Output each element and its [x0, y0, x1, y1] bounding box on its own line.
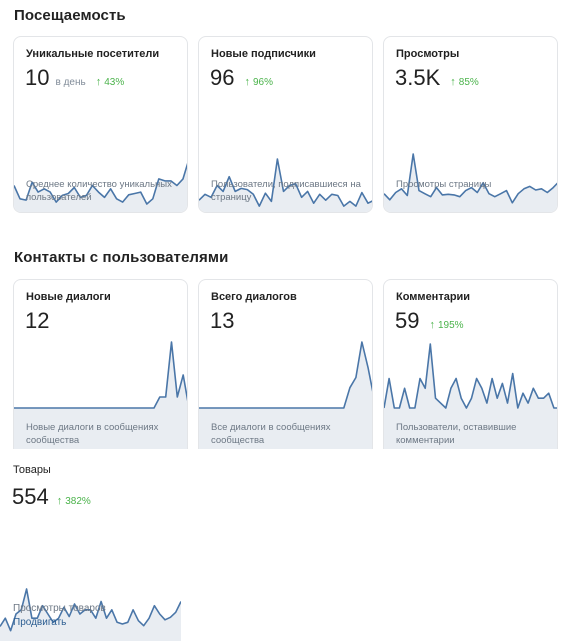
promote-link[interactable]: Продвигать: [13, 617, 67, 628]
card-value: 3.5K: [395, 65, 441, 90]
sparkline-area: [0, 589, 181, 641]
card-description: Пользователи, подписавшиеся на страницу: [211, 179, 361, 203]
value-row: 10 в день ↑ 43%: [25, 65, 124, 91]
delta-value: 85%: [458, 76, 479, 88]
sparkline-chart: [14, 341, 187, 449]
card-description: Все диалоги в сообщениях сообщества: [211, 422, 331, 446]
card-views[interactable]: Просмотры 3.5K ↑ 85% Просмотры страницы: [383, 36, 558, 213]
value-row: 3.5K ↑ 85%: [395, 65, 479, 91]
card-value: 554: [12, 484, 49, 509]
sparkline-area: [199, 159, 372, 212]
card-unique-visitors[interactable]: Уникальные посетители 10 в день ↑ 43% Сре…: [13, 36, 188, 213]
arrow-up-icon: ↑: [429, 319, 435, 331]
section-title-attendance: Посещаемость: [14, 7, 126, 24]
sparkline-area: [384, 154, 557, 212]
card-title: Новые диалоги: [26, 291, 111, 303]
arrow-up-icon: ↑: [450, 76, 456, 88]
card-value: 12: [25, 308, 50, 333]
delta-badge: ↑ 382%: [57, 495, 91, 507]
card-description: Просмотры товаров: [13, 603, 106, 614]
value-row: 59 ↑ 195%: [395, 308, 464, 334]
arrow-up-icon: ↑: [95, 76, 102, 88]
card-value: 59: [395, 308, 420, 333]
sparkline-line: [14, 162, 187, 205]
card-products[interactable]: Товары 554 ↑ 382% Просмотры товаров Продв…: [0, 451, 181, 643]
sparkline-line: [384, 343, 557, 409]
sparkline-area: [14, 342, 187, 449]
card-description: Среднее количество уникальных пользовате…: [26, 179, 172, 203]
card-title: Всего диалогов: [211, 291, 297, 303]
card-description: Пользователи, оставившие комментарии: [396, 422, 517, 446]
delta-value: 43%: [104, 76, 125, 88]
card-title: Новые подписчики: [211, 48, 316, 60]
card-description: Просмотры страницы: [396, 179, 492, 190]
sparkline-chart: [14, 162, 187, 212]
value-row: 13: [210, 308, 234, 334]
value-row: 96 ↑ 96%: [210, 65, 273, 91]
card-new-dialogs[interactable]: Новые диалоги 12 Новые диалоги в сообщен…: [13, 279, 188, 449]
delta-value: 382%: [65, 495, 91, 507]
delta-badge: ↑ 43%: [96, 76, 125, 88]
delta-badge: ↑ 85%: [450, 76, 479, 88]
sparkline-line: [199, 158, 372, 207]
delta-value: 195%: [437, 319, 464, 331]
value-row: 554 ↑ 382%: [12, 484, 91, 510]
card-value: 10: [25, 65, 50, 90]
sparkline-chart: [199, 341, 372, 449]
arrow-up-icon: ↑: [56, 495, 63, 507]
sparkline-line: [14, 341, 187, 409]
sparkline-area: [14, 165, 187, 212]
delta-badge: ↑ 195%: [429, 319, 463, 331]
card-value: 13: [210, 308, 235, 333]
sparkline-line: [199, 341, 372, 409]
sparkline-chart: [0, 588, 181, 641]
sparkline-area: [384, 344, 557, 449]
card-title: Комментарии: [396, 291, 471, 303]
card-total-dialogs[interactable]: Всего диалогов 13 Все диалоги в сообщени…: [198, 279, 373, 449]
card-title: Просмотры: [396, 48, 460, 60]
sparkline-line: [384, 153, 557, 204]
per-day-label: в день: [55, 77, 86, 88]
sparkline-line: [0, 588, 181, 632]
arrow-up-icon: ↑: [244, 76, 250, 88]
value-row: 12: [25, 308, 49, 334]
sparkline-chart: [384, 153, 557, 212]
card-title: Товары: [13, 464, 51, 476]
delta-badge: ↑ 96%: [244, 76, 273, 88]
sparkline-chart: [199, 158, 372, 212]
card-comments[interactable]: Комментарии 59 ↑ 195% Пользователи, остав…: [383, 279, 558, 449]
section-title-contacts: Контакты с пользователями: [14, 249, 229, 266]
delta-value: 96%: [252, 76, 273, 88]
card-new-subscribers[interactable]: Новые подписчики 96 ↑ 96% Пользователи, п…: [198, 36, 373, 213]
card-title: Уникальные посетители: [26, 48, 160, 60]
sparkline-area: [199, 342, 372, 449]
sparkline-chart: [384, 343, 557, 449]
card-description: Новые диалоги в сообщениях сообщества: [26, 422, 159, 446]
card-value: 96: [210, 65, 235, 90]
